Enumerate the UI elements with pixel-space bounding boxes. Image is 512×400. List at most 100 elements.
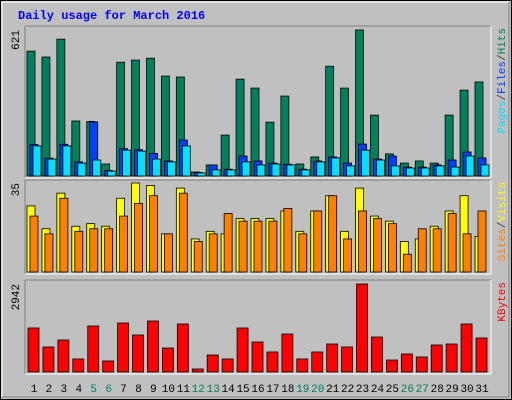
bar [465, 155, 475, 177]
bar [223, 213, 233, 273]
legend-separator: / [497, 222, 509, 229]
bar [266, 351, 279, 373]
bar [208, 233, 218, 273]
bar [316, 161, 326, 177]
bar [149, 195, 158, 273]
x-tick-label: 12 [192, 384, 205, 396]
x-tick-label: 5 [90, 384, 97, 396]
bar [430, 344, 443, 373]
bar [447, 213, 457, 273]
x-tick-label: 25 [386, 384, 399, 396]
x-tick-label: 20 [311, 384, 324, 396]
x-tick-label: 14 [222, 384, 236, 396]
x-tick-label: 2 [46, 384, 53, 396]
chart-title: Daily usage for March 2016 [18, 9, 205, 23]
bar [415, 356, 428, 373]
bar [417, 228, 427, 273]
bar [87, 325, 100, 373]
bar [176, 323, 189, 373]
bar [47, 158, 57, 177]
bar [356, 283, 368, 373]
bar [328, 195, 338, 273]
bar [92, 159, 102, 177]
bar [286, 164, 296, 177]
bar [358, 210, 367, 273]
bar [298, 233, 308, 273]
bar [166, 161, 176, 177]
bar [445, 343, 458, 373]
bar [373, 218, 382, 273]
x-tick-label: 22 [341, 384, 354, 396]
bar [62, 145, 72, 177]
legend-entry: Files [497, 61, 509, 94]
x-tick-label: 8 [135, 384, 142, 396]
x-tick-label: 26 [401, 384, 414, 396]
bar [477, 210, 487, 273]
bar [104, 228, 114, 273]
x-tick-label: 10 [162, 384, 175, 396]
bar [27, 327, 40, 373]
y-tick-label: 621 [11, 30, 23, 50]
x-tick-label: 30 [460, 384, 473, 396]
bar [196, 172, 206, 177]
bar [251, 341, 264, 373]
bar [281, 333, 294, 373]
bar [102, 360, 115, 373]
legend-entry: Hits [497, 28, 509, 54]
bar [387, 223, 397, 273]
bar [152, 158, 161, 177]
bar [226, 169, 236, 177]
legend-entry: Visits [497, 182, 509, 222]
bar [361, 149, 370, 177]
bar [211, 169, 221, 177]
bar [89, 228, 99, 273]
bar [134, 202, 143, 273]
bar [346, 165, 356, 177]
x-tick-label: 11 [177, 384, 191, 396]
bar [236, 327, 249, 373]
bar [59, 197, 69, 273]
bar [405, 167, 415, 177]
bar [371, 336, 383, 373]
bar [238, 220, 248, 273]
bar [241, 161, 251, 177]
bar [420, 167, 430, 177]
x-tick-label: 13 [207, 384, 220, 396]
bar [331, 157, 341, 177]
legend: KBytes [497, 282, 509, 322]
bar [206, 354, 219, 373]
bar [181, 145, 191, 177]
bar [193, 241, 203, 273]
legend: Pages/Files/Hits [497, 28, 509, 134]
bar [462, 233, 472, 273]
bar [77, 162, 87, 177]
bar [147, 320, 159, 373]
bar [253, 220, 263, 273]
x-tick-label: 4 [75, 384, 82, 396]
x-tick-label: 23 [356, 384, 369, 396]
bar [376, 159, 385, 177]
x-tick-label: 17 [266, 384, 279, 396]
bar [256, 164, 266, 177]
bar [161, 347, 174, 373]
bar [163, 233, 173, 273]
bar [402, 253, 412, 273]
bar [311, 351, 324, 373]
bar [480, 164, 490, 177]
bar [435, 165, 445, 177]
x-tick-label: 15 [236, 384, 249, 396]
x-tick-label: 7 [120, 384, 127, 396]
bar [475, 337, 488, 373]
bar [191, 368, 204, 373]
bar [122, 149, 131, 177]
bar [296, 358, 309, 373]
bar [221, 358, 234, 373]
bar [29, 215, 39, 273]
bar [450, 166, 460, 177]
legend-entry: KBytes [497, 282, 509, 322]
x-tick-label: 29 [446, 384, 459, 396]
bar [283, 208, 293, 273]
x-tick-label: 27 [416, 384, 429, 396]
bar [178, 192, 188, 273]
